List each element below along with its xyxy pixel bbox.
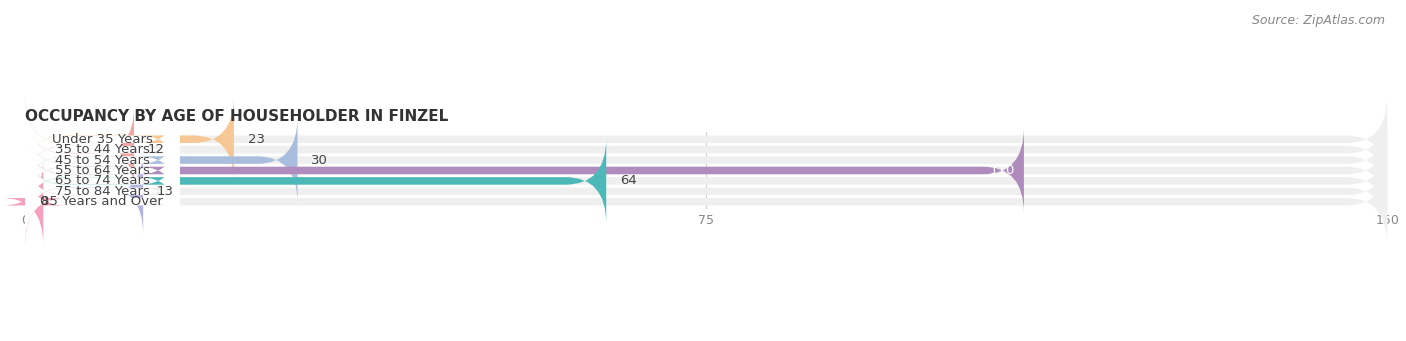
FancyBboxPatch shape bbox=[25, 128, 1024, 213]
FancyBboxPatch shape bbox=[25, 128, 180, 213]
FancyBboxPatch shape bbox=[25, 96, 1388, 182]
FancyBboxPatch shape bbox=[25, 106, 134, 193]
Text: 45 to 54 Years: 45 to 54 Years bbox=[55, 153, 149, 167]
FancyBboxPatch shape bbox=[25, 106, 1388, 193]
FancyBboxPatch shape bbox=[25, 159, 180, 245]
FancyBboxPatch shape bbox=[25, 96, 180, 182]
FancyBboxPatch shape bbox=[25, 117, 180, 203]
Text: 13: 13 bbox=[156, 185, 174, 198]
FancyBboxPatch shape bbox=[25, 117, 298, 203]
Text: 23: 23 bbox=[247, 133, 264, 146]
Text: 65 to 74 Years: 65 to 74 Years bbox=[55, 174, 149, 188]
Text: OCCUPANCY BY AGE OF HOUSEHOLDER IN FINZEL: OCCUPANCY BY AGE OF HOUSEHOLDER IN FINZE… bbox=[25, 109, 449, 124]
Text: 0: 0 bbox=[39, 195, 46, 208]
Text: 35 to 44 Years: 35 to 44 Years bbox=[55, 143, 149, 156]
FancyBboxPatch shape bbox=[25, 117, 1388, 203]
FancyBboxPatch shape bbox=[25, 159, 1388, 245]
FancyBboxPatch shape bbox=[25, 138, 180, 224]
FancyBboxPatch shape bbox=[25, 148, 1388, 235]
Text: Under 35 Years: Under 35 Years bbox=[52, 133, 153, 146]
Text: 30: 30 bbox=[311, 153, 328, 167]
Text: 85 Years and Over: 85 Years and Over bbox=[41, 195, 163, 208]
FancyBboxPatch shape bbox=[25, 128, 1388, 213]
Text: 110: 110 bbox=[990, 164, 1015, 177]
Text: Source: ZipAtlas.com: Source: ZipAtlas.com bbox=[1251, 14, 1385, 27]
FancyBboxPatch shape bbox=[25, 148, 143, 235]
FancyBboxPatch shape bbox=[25, 138, 606, 224]
FancyBboxPatch shape bbox=[25, 148, 180, 235]
FancyBboxPatch shape bbox=[25, 96, 233, 182]
Text: 12: 12 bbox=[148, 143, 165, 156]
Text: 55 to 64 Years: 55 to 64 Years bbox=[55, 164, 149, 177]
Text: 75 to 84 Years: 75 to 84 Years bbox=[55, 185, 149, 198]
FancyBboxPatch shape bbox=[25, 106, 180, 193]
FancyBboxPatch shape bbox=[25, 138, 1388, 224]
Text: 64: 64 bbox=[620, 174, 637, 188]
FancyBboxPatch shape bbox=[3, 159, 66, 245]
